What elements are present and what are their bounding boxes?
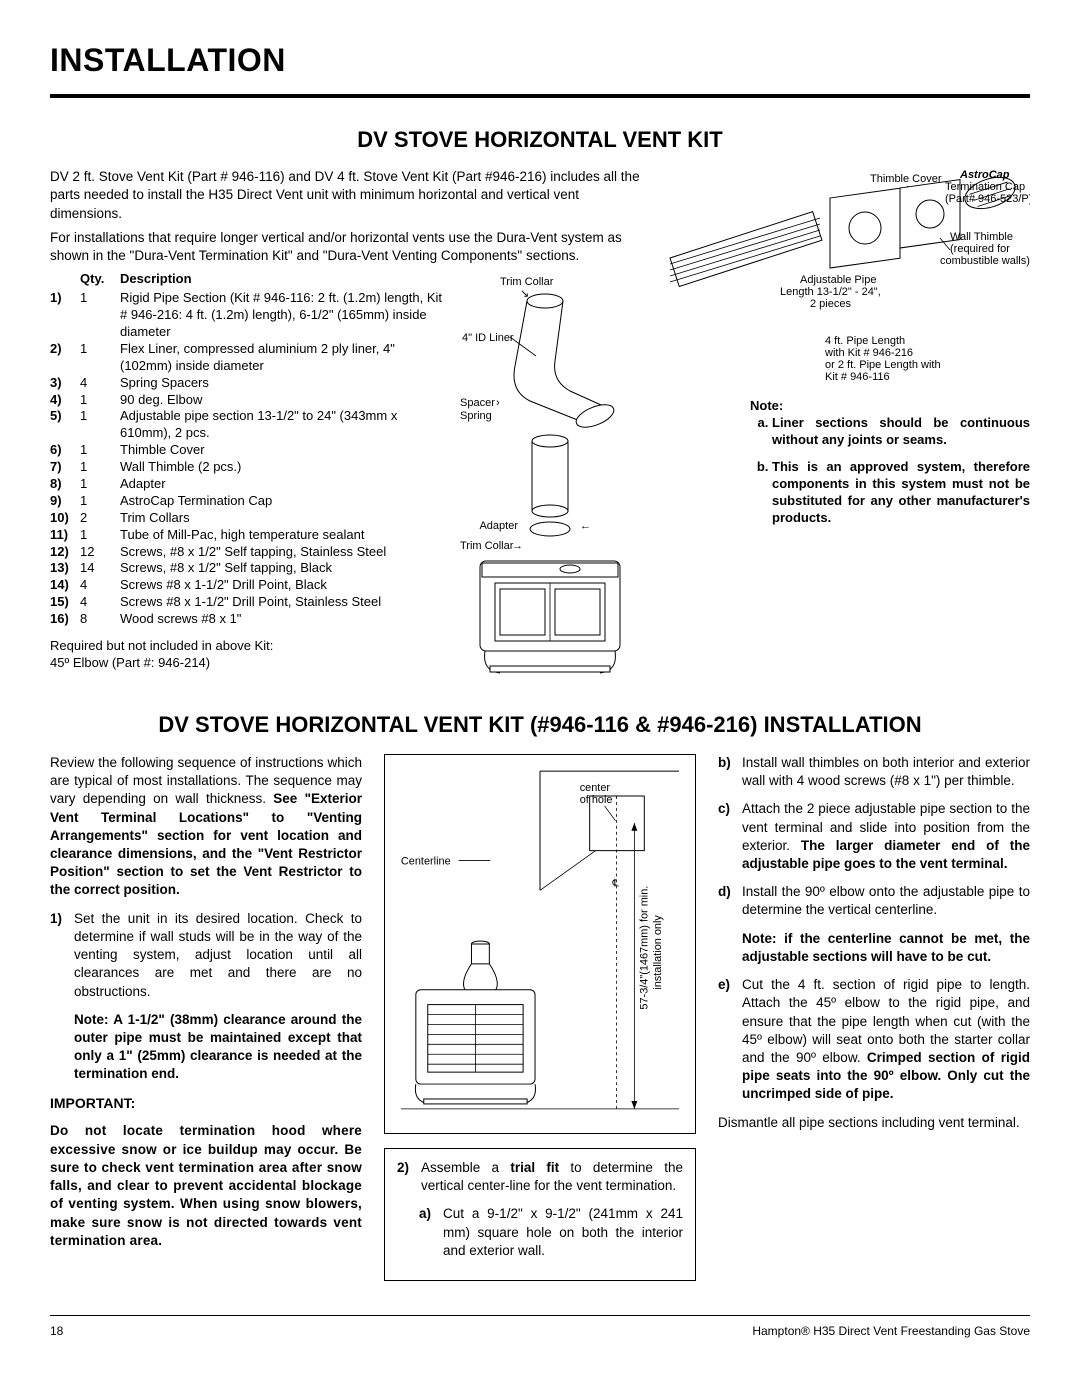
- svg-text:(required for: (required for: [950, 243, 1010, 255]
- svg-text:(Part# 946-523/P): (Part# 946-523/P): [945, 193, 1030, 205]
- parts-row: 4)190 deg. Elbow: [50, 392, 450, 409]
- svg-text:→: →: [512, 540, 523, 552]
- parts-row: 16)8Wood screws #8 x 1": [50, 611, 450, 628]
- svg-text:Wall Thimble: Wall Thimble: [950, 231, 1013, 243]
- svg-text:Termination Cap: Termination Cap: [945, 181, 1025, 193]
- footer-page-number: 18: [50, 1324, 63, 1340]
- svg-text:2 pieces: 2 pieces: [810, 298, 851, 310]
- exploded-diagram: Trim Collar ↘ 4" ID Liner Spacer › Sprin…: [460, 271, 640, 681]
- top-columns: DV 2 ft. Stove Vent Kit (Part # 946-116)…: [50, 168, 1030, 681]
- parts-row: 10)2Trim Collars: [50, 510, 450, 527]
- install-col-2: center of hole ℄ Centerline: [384, 754, 696, 1295]
- parts-row: 12)12Screws, #8 x 1/2" Self tapping, Sta…: [50, 544, 450, 561]
- svg-text:Spring: Spring: [460, 410, 492, 422]
- parts-row: 3)4Spring Spacers: [50, 375, 450, 392]
- footer-rule: [50, 1315, 1030, 1316]
- svg-text:℄: ℄: [612, 878, 620, 889]
- parts-row: 9)1AstroCap Termination Cap: [50, 493, 450, 510]
- parts-row: 13)14Screws, #8 x 1/2" Self tapping, Bla…: [50, 560, 450, 577]
- svg-text:4" ID Liner: 4" ID Liner: [462, 332, 514, 344]
- parts-row: 5)1Adjustable pipe section 13-1/2" to 24…: [50, 408, 450, 442]
- parts-row: 11)1Tube of Mill-Pac, high temperature s…: [50, 527, 450, 544]
- page-title: INSTALLATION: [50, 40, 1030, 82]
- svg-text:AstroCap: AstroCap: [959, 169, 1010, 181]
- parts-head-desc: Description: [120, 271, 450, 288]
- svg-text:center: center: [580, 782, 611, 794]
- svg-text:installation only: installation only: [652, 914, 664, 989]
- required-note-2: 45º Elbow (Part #: 946-214): [50, 655, 450, 672]
- parts-head-qty: Qty.: [80, 271, 120, 288]
- notes-block: Note: Liner sections should be continuou…: [650, 398, 1030, 526]
- intro-1: DV 2 ft. Stove Vent Kit (Part # 946-116)…: [50, 168, 640, 223]
- svg-text:or 2 ft. Pipe Length with: or 2 ft. Pipe Length with: [825, 359, 941, 371]
- parts-list: Qty. Description 1)1Rigid Pipe Section (…: [50, 271, 450, 681]
- svg-text:Trim Collar: Trim Collar: [500, 276, 554, 288]
- note-b: This is an approved system, therefore co…: [772, 459, 1030, 527]
- install-columns: Review the following sequence of instruc…: [50, 754, 1030, 1295]
- svg-text:with Kit # 946-216: with Kit # 946-216: [824, 347, 913, 359]
- parts-row: 7)1Wall Thimble (2 pcs.): [50, 459, 450, 476]
- note-a: Liner sections should be continuous with…: [772, 415, 1030, 449]
- parts-row: 2)1Flex Liner, compressed aluminium 2 pl…: [50, 341, 450, 375]
- parts-row: 8)1Adapter: [50, 476, 450, 493]
- svg-text:›: ›: [496, 397, 500, 409]
- svg-text:Spacer: Spacer: [460, 397, 495, 409]
- svg-text:of hole: of hole: [580, 794, 613, 806]
- svg-text:Centerline: Centerline: [401, 855, 451, 867]
- install-col-3: b)Install wall thimbles on both interior…: [718, 754, 1030, 1295]
- svg-text:57-3/4"(1467mm) for min.: 57-3/4"(1467mm) for min.: [638, 886, 650, 1010]
- svg-text:combustible walls): combustible walls): [940, 255, 1030, 267]
- parts-row: 14)4Screws #8 x 1-1/2" Drill Point, Blac…: [50, 577, 450, 594]
- page-footer: 18 Hampton® H35 Direct Vent Freestanding…: [50, 1324, 1030, 1340]
- install-col-1: Review the following sequence of instruc…: [50, 754, 362, 1295]
- footer-product-name: Hampton® H35 Direct Vent Freestanding Ga…: [752, 1324, 1030, 1340]
- title-rule: [50, 94, 1030, 98]
- parts-row: 1)1Rigid Pipe Section (Kit # 946-116: 2 …: [50, 290, 450, 341]
- svg-text:Adapter: Adapter: [479, 520, 518, 532]
- centerline-diagram: center of hole ℄ Centerline: [384, 754, 696, 1134]
- step-2-box: 2)Assemble a trial fit to determine the …: [384, 1148, 696, 1281]
- svg-text:Length 13-1/2" - 24",: Length 13-1/2" - 24",: [780, 286, 881, 298]
- required-note-1: Required but not included in above Kit:: [50, 638, 450, 655]
- parts-row: 15)4Screws #8 x 1-1/2" Drill Point, Stai…: [50, 594, 450, 611]
- svg-text:Trim Collar: Trim Collar: [460, 540, 514, 552]
- termination-diagram: Thimble Cover AstroCap Termination Cap (…: [650, 168, 1030, 388]
- section-2-title: DV STOVE HORIZONTAL VENT KIT (#946-116 &…: [50, 711, 1030, 740]
- svg-text:Kit # 946-116: Kit # 946-116: [825, 371, 890, 383]
- svg-text:Adjustable Pipe: Adjustable Pipe: [800, 274, 876, 286]
- section-1-title: DV STOVE HORIZONTAL VENT KIT: [50, 126, 1030, 155]
- svg-text:4 ft. Pipe Length: 4 ft. Pipe Length: [825, 335, 905, 347]
- svg-text:←: ←: [580, 520, 591, 532]
- intro-2: For installations that require longer ve…: [50, 229, 640, 265]
- parts-row: 6)1Thimble Cover: [50, 442, 450, 459]
